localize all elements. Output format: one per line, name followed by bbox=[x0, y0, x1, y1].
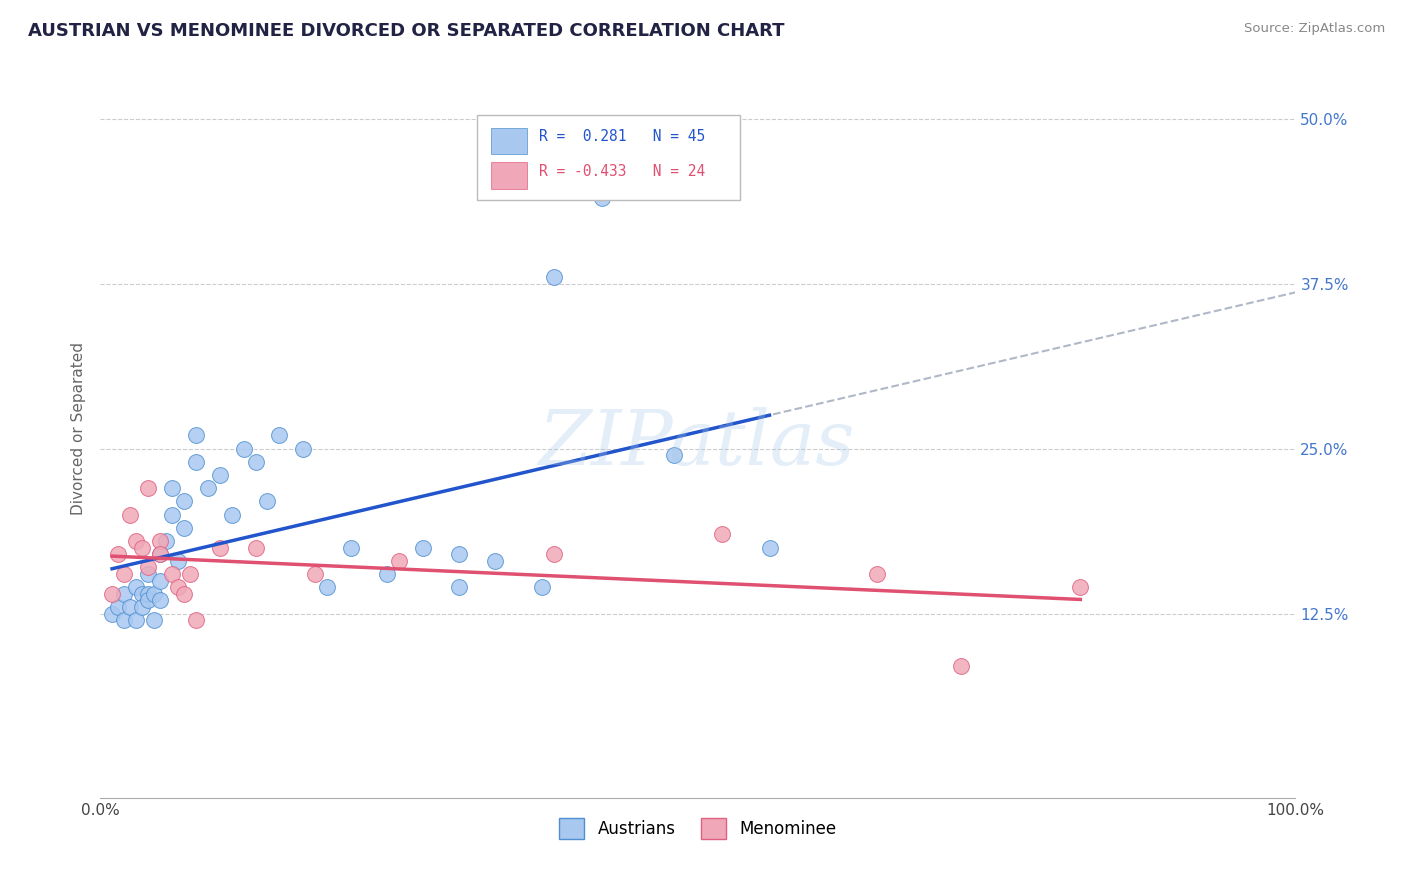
Point bbox=[136, 587, 159, 601]
Point bbox=[149, 547, 172, 561]
Point bbox=[149, 533, 172, 548]
Point bbox=[256, 494, 278, 508]
Point bbox=[112, 613, 135, 627]
Point bbox=[949, 659, 972, 673]
Point bbox=[149, 547, 172, 561]
Point bbox=[107, 599, 129, 614]
Point bbox=[131, 541, 153, 555]
Text: ZIPatlas: ZIPatlas bbox=[540, 407, 856, 481]
Point bbox=[184, 428, 207, 442]
Point bbox=[316, 580, 339, 594]
Point bbox=[101, 587, 124, 601]
Y-axis label: Divorced or Separated: Divorced or Separated bbox=[72, 343, 86, 516]
FancyBboxPatch shape bbox=[491, 128, 527, 154]
Point bbox=[125, 580, 148, 594]
Point bbox=[232, 442, 254, 456]
Point bbox=[118, 508, 141, 522]
Text: Source: ZipAtlas.com: Source: ZipAtlas.com bbox=[1244, 22, 1385, 36]
Point bbox=[269, 428, 291, 442]
Point bbox=[179, 566, 201, 581]
Point bbox=[710, 527, 733, 541]
Point bbox=[101, 607, 124, 621]
Point bbox=[245, 455, 267, 469]
Point bbox=[166, 554, 188, 568]
Point bbox=[866, 566, 889, 581]
Point bbox=[131, 587, 153, 601]
Point bbox=[125, 533, 148, 548]
Point bbox=[160, 481, 183, 495]
Point bbox=[160, 566, 183, 581]
Point bbox=[662, 448, 685, 462]
Point bbox=[208, 468, 231, 483]
Text: R =  0.281   N = 45: R = 0.281 N = 45 bbox=[538, 129, 704, 144]
Point bbox=[142, 587, 165, 601]
Point bbox=[166, 580, 188, 594]
Point bbox=[208, 541, 231, 555]
Point bbox=[221, 508, 243, 522]
Point bbox=[447, 580, 470, 594]
Point bbox=[112, 566, 135, 581]
Point bbox=[591, 191, 613, 205]
Point bbox=[1069, 580, 1091, 594]
Point bbox=[304, 566, 326, 581]
Point bbox=[149, 574, 172, 588]
Point bbox=[107, 547, 129, 561]
Legend: Austrians, Menominee: Austrians, Menominee bbox=[553, 812, 842, 846]
Point bbox=[149, 593, 172, 607]
Point bbox=[131, 599, 153, 614]
Point bbox=[184, 455, 207, 469]
Point bbox=[197, 481, 219, 495]
FancyBboxPatch shape bbox=[477, 115, 740, 200]
Point bbox=[112, 587, 135, 601]
Point bbox=[136, 566, 159, 581]
Point bbox=[543, 270, 565, 285]
Point bbox=[388, 554, 411, 568]
Text: R = -0.433   N = 24: R = -0.433 N = 24 bbox=[538, 164, 704, 178]
Point bbox=[484, 554, 506, 568]
Point bbox=[375, 566, 398, 581]
Point bbox=[531, 580, 554, 594]
Point bbox=[173, 494, 195, 508]
Point bbox=[447, 547, 470, 561]
Point bbox=[412, 541, 434, 555]
Point bbox=[758, 541, 780, 555]
Point bbox=[136, 560, 159, 574]
Point bbox=[142, 613, 165, 627]
Point bbox=[136, 481, 159, 495]
Point bbox=[160, 508, 183, 522]
Point bbox=[118, 599, 141, 614]
Point bbox=[173, 521, 195, 535]
FancyBboxPatch shape bbox=[491, 162, 527, 189]
Point bbox=[292, 442, 315, 456]
Point bbox=[184, 613, 207, 627]
Point bbox=[155, 533, 177, 548]
Point bbox=[125, 613, 148, 627]
Point bbox=[340, 541, 363, 555]
Text: AUSTRIAN VS MENOMINEE DIVORCED OR SEPARATED CORRELATION CHART: AUSTRIAN VS MENOMINEE DIVORCED OR SEPARA… bbox=[28, 22, 785, 40]
Point bbox=[173, 587, 195, 601]
Point bbox=[136, 593, 159, 607]
Point bbox=[245, 541, 267, 555]
Point bbox=[543, 547, 565, 561]
